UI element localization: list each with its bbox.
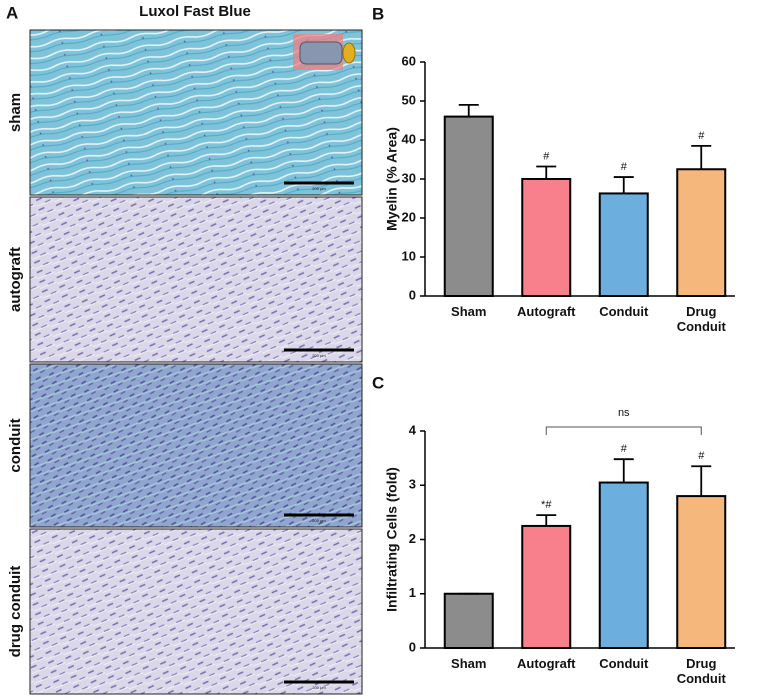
scale-bar-label: 200 μm: [312, 685, 326, 690]
error-bar: [458, 104, 479, 117]
y-tick-label: 50: [402, 92, 416, 107]
y-tick-label: 0: [409, 639, 416, 654]
scale-bar-label: 200 μm: [312, 518, 326, 523]
error-bar: [536, 165, 557, 179]
bar: [676, 495, 727, 649]
annotation: *#: [541, 499, 552, 511]
y-axis-label: Myelin (% Area): [384, 127, 400, 231]
icon: [342, 42, 356, 64]
y-tick-label: 60: [402, 53, 416, 68]
error-bar: [613, 176, 634, 194]
row-label: sham: [7, 93, 24, 132]
bar: [598, 192, 649, 297]
x-tick-label: Drug Conduit: [676, 304, 726, 334]
y-tick-label: 40: [402, 131, 416, 146]
x-tick-label: Drug Conduit: [676, 656, 726, 686]
bar: [521, 524, 572, 649]
x-tick-label: Autograft: [517, 656, 576, 671]
error-bar: [691, 144, 712, 170]
x-tick-label: Conduit: [599, 656, 649, 671]
row-label: drug conduit: [7, 566, 24, 658]
panel-title: Luxol Fast Blue: [139, 3, 251, 20]
scale-bar-label: 200 μm: [312, 353, 326, 358]
x-tick-label-box: Drug Conduit: [676, 656, 726, 686]
x-tick-label-box: Conduit: [599, 304, 649, 319]
y-tick-label: 4: [409, 422, 417, 437]
y-tick-label: 10: [402, 248, 416, 263]
annotation: #: [698, 450, 705, 462]
error-bar: [536, 514, 557, 526]
x-tick-label: Sham: [451, 304, 487, 319]
scale-bar-label: 200 μm: [312, 186, 326, 191]
x-tick-label-box: Autograft: [517, 656, 576, 671]
panel-label: A: [6, 3, 18, 22]
error-bar: [691, 465, 712, 497]
bar: [443, 592, 494, 649]
annotation: #: [543, 150, 550, 162]
error-bar: [613, 458, 634, 483]
annotation: #: [621, 161, 628, 173]
x-tick-label-box: Drug Conduit: [676, 304, 726, 334]
bar: [598, 481, 649, 649]
x-tick-label: Autograft: [517, 304, 576, 319]
micrograph: [29, 196, 363, 363]
bar: [676, 168, 727, 297]
panel-label: B: [372, 4, 384, 23]
micrograph: [29, 528, 363, 695]
bracket-label: ns: [618, 407, 630, 419]
bar: [521, 178, 572, 297]
y-axis-label: Infiltrating Cells (fold): [384, 467, 400, 612]
y-tick-label: 0: [409, 287, 416, 302]
micrograph: [29, 363, 363, 528]
x-tick-label: Sham: [451, 656, 487, 671]
y-tick-label: 3: [409, 477, 416, 492]
y-tick-label: 1: [409, 585, 416, 600]
y-tick-label: 2: [409, 531, 416, 546]
panel-label: C: [372, 373, 384, 392]
icon: [299, 41, 343, 65]
x-tick-label-box: Autograft: [517, 304, 576, 319]
bracket: [545, 426, 702, 435]
x-tick-label-box: Sham: [451, 304, 487, 319]
bar: [443, 115, 494, 297]
annotation: #: [698, 130, 705, 142]
row-label: autograft: [7, 247, 24, 312]
x-tick-label: Conduit: [599, 304, 649, 319]
row-label: conduit: [7, 418, 24, 472]
x-tick-label-box: Sham: [451, 656, 487, 671]
x-tick-label-box: Conduit: [599, 656, 649, 671]
annotation: #: [621, 443, 628, 455]
y-tick-label: 30: [402, 170, 416, 185]
y-tick-label: 20: [402, 209, 416, 224]
